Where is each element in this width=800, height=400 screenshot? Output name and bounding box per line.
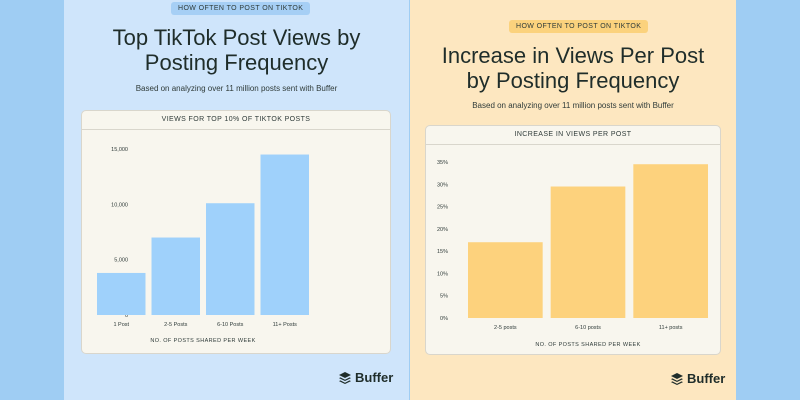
y-tick-label: 25% [437, 205, 448, 211]
buffer-logo-icon [671, 372, 683, 385]
right-infographic-card: HOW OFTEN TO POST ON TIKTOK Increase in … [410, 0, 736, 400]
right-logo-text: Buffer [687, 371, 726, 386]
left-chart-title: VIEWS FOR TOP 10% OF TIKTOK POSTS [82, 111, 390, 130]
x-tick-label: 1 Post [113, 322, 129, 328]
buffer-logo-icon [339, 371, 351, 384]
y-tick-label: 35% [437, 160, 448, 166]
left-title-line2: Posting Frequency [144, 50, 329, 75]
left-bar-chart: 0 5,000 10,000 15,000 1 Post 2-5 Posts 6-10 Po… [97, 147, 309, 344]
left-topic-tag: HOW OFTEN TO POST ON TIKTOK [171, 2, 311, 15]
y-tick-label: 5,000 [114, 258, 128, 264]
y-tick-label: 15,000 [111, 147, 128, 153]
x-axis-label: NO. OF POSTS SHARED PER WEEK [150, 338, 255, 344]
bar [97, 272, 146, 315]
left-infographic-card: HOW OFTEN TO POST ON TIKTOK Top TikTok P… [64, 0, 409, 400]
left-chart-panel: VIEWS FOR TOP 10% OF TIKTOK POSTS 0 5,000… [81, 110, 391, 354]
x-tick-label: 11+ Posts [273, 322, 297, 328]
right-subtitle: Based on analyzing over 11 million posts… [472, 101, 674, 110]
right-chart-title: INCREASE IN VIEWS PER POST [426, 126, 720, 145]
right-bar-chart: 0% 5% 10% 15% 20% 25% 30% 35% 2-5 posts 6-10 post… [437, 160, 708, 348]
right-page-title: Increase in Views Per Post by Posting Fr… [410, 43, 736, 93]
bar [260, 154, 309, 315]
y-tick-label: 20% [437, 227, 448, 233]
x-axis-label: NO. OF POSTS SHARED PER WEEK [535, 342, 640, 348]
x-tick-label: 6-10 posts [575, 325, 601, 331]
x-tick-label: 6-10 Posts [217, 322, 244, 328]
x-tick-label: 2-5 posts [494, 325, 517, 331]
y-tick-label: 5% [440, 294, 448, 300]
right-title-line2: by Posting Frequency [466, 68, 680, 93]
bar [151, 237, 200, 315]
x-tick-label: 2-5 Posts [164, 322, 187, 328]
y-tick-label: 0 [125, 313, 128, 319]
left-subtitle: Based on analyzing over 11 million posts… [135, 84, 338, 93]
bar [206, 203, 255, 315]
y-tick-label: 0% [440, 316, 448, 322]
y-tick-label: 10% [437, 271, 448, 277]
y-tick-label: 15% [437, 249, 448, 255]
left-logo-text: Buffer [355, 370, 394, 385]
right-topic-tag: HOW OFTEN TO POST ON TIKTOK [509, 20, 649, 33]
bar [468, 242, 543, 318]
bar [633, 164, 708, 318]
right-buffer-logo: Buffer [670, 371, 725, 386]
y-tick-label: 10,000 [111, 202, 128, 208]
y-tick-label: 30% [437, 182, 448, 188]
left-page-title: Top TikTok Post Views by Posting Frequen… [64, 25, 409, 75]
right-title-line1: Increase in Views Per Post [441, 43, 705, 68]
left-title-line1: Top TikTok Post Views by [112, 25, 361, 50]
bar [550, 186, 626, 318]
left-buffer-logo: Buffer [338, 370, 393, 385]
right-chart-panel: INCREASE IN VIEWS PER POST 0% 5% 10% 15% 20%… [425, 125, 721, 355]
x-tick-label: 11+ posts [659, 325, 683, 331]
